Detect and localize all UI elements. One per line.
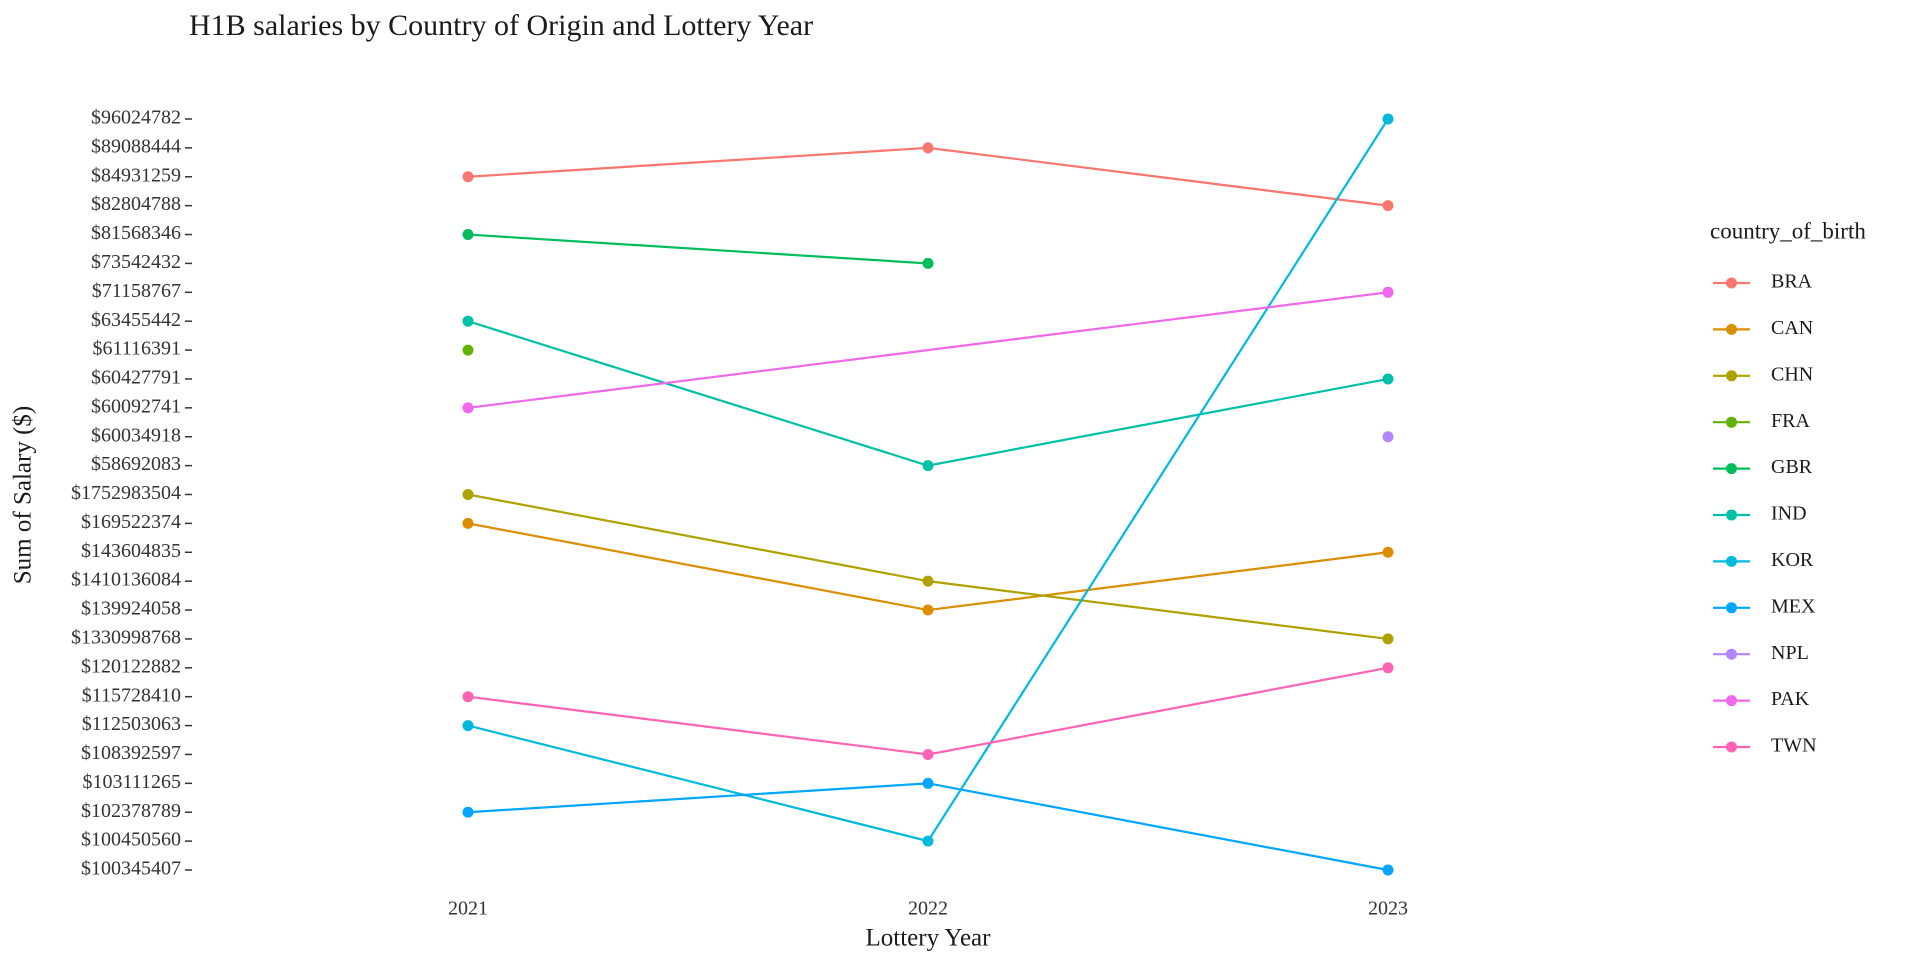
point [462,315,474,327]
y-tick-label: $100450560 [81,829,181,851]
series-line [467,522,1389,612]
legend-label: CHN [1771,363,1813,385]
legend-label: FRA [1771,410,1810,432]
legend-key-point [1726,741,1737,753]
y-tick-label: $139924058 [81,598,181,620]
point [922,460,934,472]
legend-label: CAN [1771,317,1813,339]
y-tick-label: $60034918 [91,424,181,446]
point [922,777,934,789]
legend-key-point [1726,463,1737,475]
series-line [467,146,1389,207]
y-tick-label: $100345407 [81,858,181,880]
y-tick-label: $120122882 [81,655,181,677]
x-tick-label: 2023 [1368,898,1408,920]
series-line [467,493,1389,641]
series-line [467,782,1389,872]
legend-key-point [1726,370,1737,382]
legend-label: TWN [1771,735,1817,757]
y-tick-label: $89088444 [91,135,181,157]
y-tick-label: $63455442 [91,309,181,331]
legend-key-point [1726,323,1737,335]
y-tick-label: $60427791 [91,367,181,389]
y-tick-label: $60092741 [91,395,181,417]
y-axis-label: Sum of Salary ($) [10,406,37,584]
series-line [467,291,1389,409]
point [1382,431,1394,443]
point [462,344,474,356]
series-line [467,233,929,265]
point [1382,373,1394,385]
legend-label: KOR [1771,549,1814,571]
point [922,748,934,760]
point [922,575,934,587]
legend-key-point [1726,277,1737,289]
x-axis-label: Lottery Year [866,925,992,952]
point [1382,546,1394,558]
y-tick-label: $169522374 [81,511,181,533]
point [1382,633,1394,645]
point [1382,286,1394,298]
x-tick-label: 2021 [448,898,488,920]
point [922,835,934,847]
y-tick-label: $71158767 [92,280,181,302]
point [922,257,934,269]
y-tick-label: $81568346 [91,222,181,244]
y-tick-label: $108392597 [81,742,181,764]
series-line [467,118,1389,843]
y-tick-label: $112503063 [82,713,181,735]
legend-key-point [1726,416,1737,428]
y-tick-label: $143604835 [81,540,181,562]
point [1382,200,1394,212]
y-tick-label: $1752983504 [71,482,181,504]
series-line [467,320,1389,467]
legend-label: NPL [1771,642,1809,664]
point [922,604,934,616]
legend-key-point [1726,695,1737,707]
y-tick-label: $1330998768 [71,627,181,649]
y-tick-label: $84931259 [91,164,181,186]
chart-title: H1B salaries by Country of Origin and Lo… [189,9,813,42]
legend-label: MEX [1771,595,1816,617]
point [462,489,474,500]
y-tick-label: $103111265 [82,771,181,793]
y-tick-label: $96024782 [91,107,181,129]
point [462,229,474,241]
point [1382,864,1394,876]
y-tick-label: $61116391 [92,338,181,360]
point [462,517,474,529]
point [462,171,474,183]
y-tick-label: $58692083 [91,453,181,475]
legend-label: GBR [1771,456,1813,478]
point [1382,662,1394,674]
point [462,806,474,818]
y-tick-label: $73542432 [91,251,181,273]
point [462,720,474,732]
point [462,402,474,414]
y-tick-label: $82804788 [91,193,181,215]
legend-key-point [1726,602,1737,614]
point [462,691,474,703]
legend-key-point [1726,555,1737,567]
series-line [467,666,1389,756]
legend-key-point [1726,509,1737,521]
legend-title: country_of_birth [1710,218,1866,243]
y-tick-label: $102378789 [81,800,181,822]
x-tick-label: 2022 [908,898,948,920]
y-tick-label: $1410136084 [71,569,181,591]
point [922,142,934,154]
legend-label: BRA [1771,271,1813,293]
legend-label: PAK [1771,688,1810,710]
y-tick-label: $115728410 [82,684,181,706]
point [1382,113,1394,125]
legend-key-point [1726,648,1737,660]
legend-label: IND [1771,503,1807,525]
